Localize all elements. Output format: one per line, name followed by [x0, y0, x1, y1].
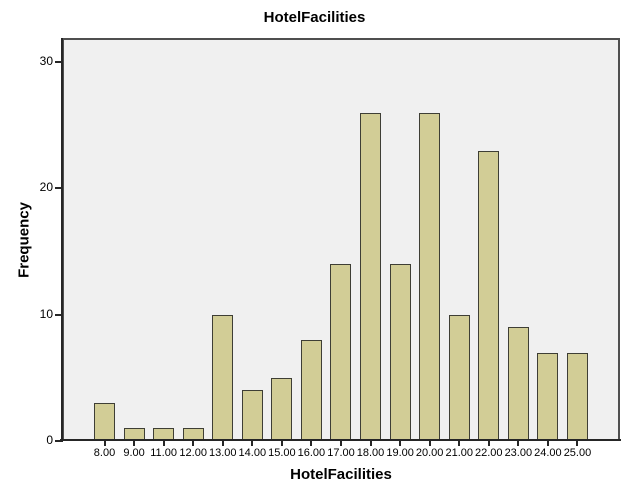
x-tick — [339, 441, 342, 446]
x-tick — [310, 441, 313, 446]
x-tick — [192, 441, 195, 446]
bar-8.00 — [94, 403, 115, 441]
bar-15.00 — [271, 378, 293, 441]
chart-title: HotelFacilities — [263, 9, 366, 26]
x-tick-label: 20.00 — [415, 447, 444, 459]
x-tick — [103, 441, 106, 446]
bar-13.00 — [212, 315, 234, 441]
bar-14.00 — [241, 390, 263, 441]
x-tick — [369, 441, 372, 446]
bar-11.00 — [153, 428, 175, 441]
x-tick — [133, 441, 136, 446]
x-tick-label: 12.00 — [179, 447, 207, 459]
bar-22.00 — [478, 151, 500, 441]
bar-12.00 — [182, 428, 204, 441]
bar-16.00 — [300, 340, 322, 441]
bar-25.00 — [566, 353, 588, 441]
bars-layer — [62, 38, 620, 441]
x-tick — [517, 441, 520, 446]
x-tick-label: 24.00 — [534, 447, 562, 459]
y-tick — [55, 187, 62, 190]
x-tick-label: 14.00 — [238, 447, 267, 459]
y-tick-label: 30 — [39, 54, 53, 69]
x-tick — [428, 441, 431, 446]
x-tick — [399, 441, 402, 446]
y-tick-label: 0 — [46, 433, 53, 447]
y-tick — [55, 440, 62, 442]
x-tick-label: 25.00 — [563, 447, 592, 459]
x-axis-title: HotelFacilities — [290, 466, 392, 483]
x-tick — [576, 441, 579, 446]
bar-23.00 — [507, 327, 529, 441]
y-tick — [55, 61, 62, 64]
bar-24.00 — [537, 353, 559, 441]
bar-9.00 — [123, 428, 145, 441]
x-tick-label: 11.00 — [150, 447, 177, 459]
y-axis-line — [61, 38, 63, 442]
x-tick-label: 22.00 — [475, 447, 503, 459]
y-tick — [55, 313, 62, 316]
x-tick-label: 19.00 — [386, 447, 414, 459]
x-tick-label: 16.00 — [297, 447, 326, 459]
x-tick — [487, 441, 490, 446]
x-tick — [458, 441, 461, 446]
x-tick-label: 13.00 — [208, 447, 237, 459]
bar-17.00 — [330, 264, 352, 441]
x-tick — [251, 441, 254, 446]
x-tick-label: 8.00 — [93, 447, 116, 459]
bar-18.00 — [360, 113, 382, 441]
y-axis-title: Frequency — [15, 202, 33, 278]
y-tick-label: 10 — [39, 306, 53, 321]
bar-21.00 — [448, 315, 470, 441]
x-tick-label: 9.00 — [123, 447, 145, 459]
x-axis-line — [60, 439, 621, 441]
x-tick-label: 23.00 — [504, 447, 533, 459]
x-tick — [546, 441, 549, 446]
x-tick-label: 15.00 — [268, 447, 296, 459]
bar-20.00 — [419, 113, 441, 441]
x-tick — [280, 441, 283, 446]
x-tick-label: 21.00 — [445, 447, 473, 459]
x-tick-label: 17.00 — [327, 447, 355, 459]
x-tick — [162, 441, 165, 446]
bar-19.00 — [389, 264, 411, 441]
x-tick-label: 18.00 — [356, 447, 385, 459]
x-tick — [221, 441, 224, 446]
y-tick-label: 20 — [39, 180, 53, 195]
